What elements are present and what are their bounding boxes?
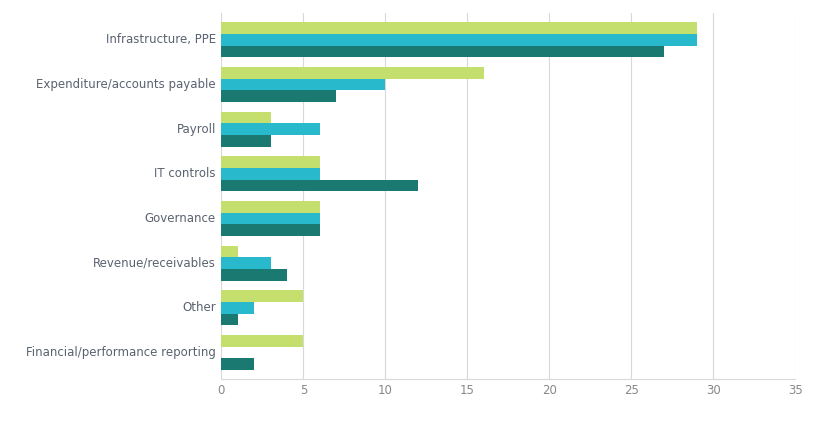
Bar — [221, 90, 336, 102]
Bar — [221, 302, 254, 313]
Bar — [221, 46, 663, 57]
Bar — [221, 23, 696, 34]
Bar — [221, 313, 238, 325]
Bar — [221, 225, 319, 236]
Bar — [221, 290, 303, 302]
Bar — [221, 157, 319, 168]
Bar — [221, 257, 270, 269]
Bar — [221, 67, 483, 79]
Bar — [221, 358, 254, 370]
Bar — [221, 335, 303, 347]
Bar — [221, 180, 418, 191]
Bar — [221, 34, 696, 46]
Bar — [221, 269, 287, 281]
Legend: 30 June 2020, 30 June 2019, 30 June 2018: 30 June 2020, 30 June 2019, 30 June 2018 — [379, 433, 694, 436]
Bar — [221, 246, 238, 257]
Bar — [221, 213, 319, 225]
Bar — [221, 135, 270, 146]
Bar — [221, 123, 319, 135]
Bar — [221, 168, 319, 180]
Bar — [221, 201, 319, 213]
Bar — [221, 112, 270, 123]
Bar — [221, 79, 385, 90]
